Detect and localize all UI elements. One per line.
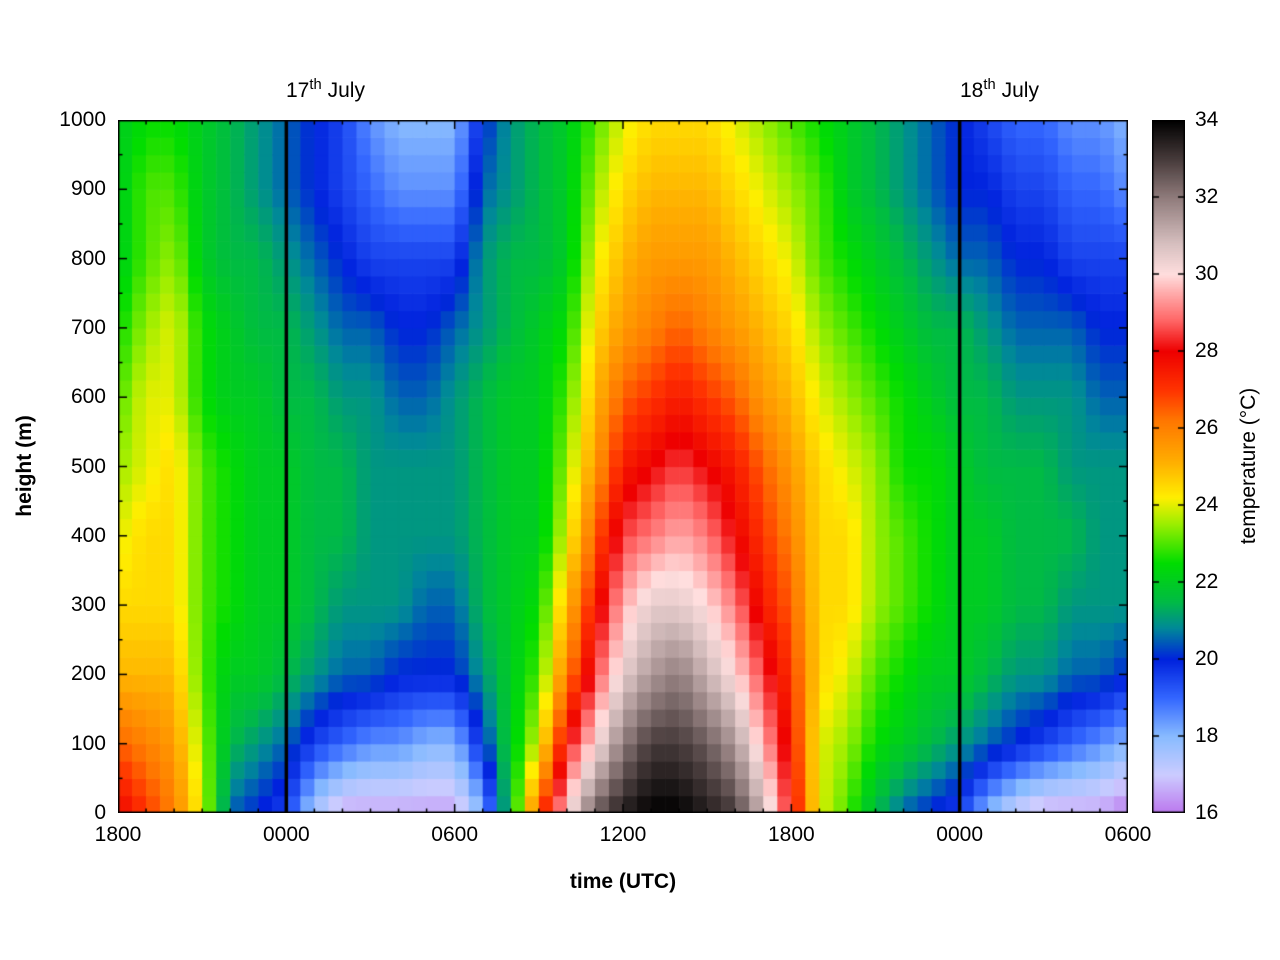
colorbar-tick-label: 16	[1195, 801, 1219, 824]
colorbar-tick-label: 26	[1195, 416, 1219, 439]
colorbar-gradient	[1152, 120, 1185, 813]
annotation-day2-rest: July	[1001, 79, 1039, 102]
annotation-day1: 17th July	[286, 72, 365, 104]
colorbar-tick-label: 22	[1195, 570, 1219, 593]
x-tick-label: 0000	[262, 823, 310, 846]
colorbar-tick-label: 20	[1195, 647, 1219, 670]
y-tick-label: 0	[94, 801, 106, 824]
colorbar-tick-label: 30	[1195, 262, 1219, 285]
x-tick-label: 0600	[1104, 823, 1152, 846]
annotation-day1-suffix: th	[309, 77, 322, 93]
heatmap-plot-canvas	[118, 120, 1128, 813]
colorbar-axis-title: temperature (°C)	[1237, 387, 1260, 545]
colorbar-tick-label: 34	[1195, 108, 1219, 131]
y-tick-label: 500	[70, 454, 106, 478]
y-tick-label: 400	[70, 523, 106, 547]
y-tick-label: 100	[70, 731, 106, 755]
y-tick-label: 1000	[59, 108, 106, 131]
annotation-day2-number: 18	[960, 79, 984, 102]
colorbar-tick-label: 18	[1195, 724, 1219, 747]
y-tick-label: 300	[70, 593, 106, 617]
annotation-day1-number: 17	[286, 79, 310, 102]
x-tick-label: 1800	[94, 823, 142, 846]
x-tick-label: 0600	[431, 823, 479, 846]
y-tick-label: 800	[70, 246, 106, 270]
y-tick-label: 600	[70, 385, 106, 409]
x-tick-label: 1200	[599, 823, 647, 846]
annotation-day2: 18th July	[960, 72, 1039, 104]
x-tick-label: 0000	[936, 823, 984, 846]
y-tick-label: 900	[70, 177, 106, 201]
colorbar-tick-label: 24	[1195, 493, 1219, 516]
colorbar-tick-label: 32	[1195, 185, 1219, 208]
colorbar-tick-label: 28	[1195, 339, 1219, 362]
x-axis-title: time (UTC)	[569, 870, 677, 893]
y-tick-label: 700	[70, 315, 106, 339]
annotation-day1-rest: July	[327, 79, 365, 102]
y-tick-label: 200	[70, 662, 106, 686]
x-tick-label: 1800	[767, 823, 815, 846]
annotation-day2-suffix: th	[983, 77, 996, 93]
